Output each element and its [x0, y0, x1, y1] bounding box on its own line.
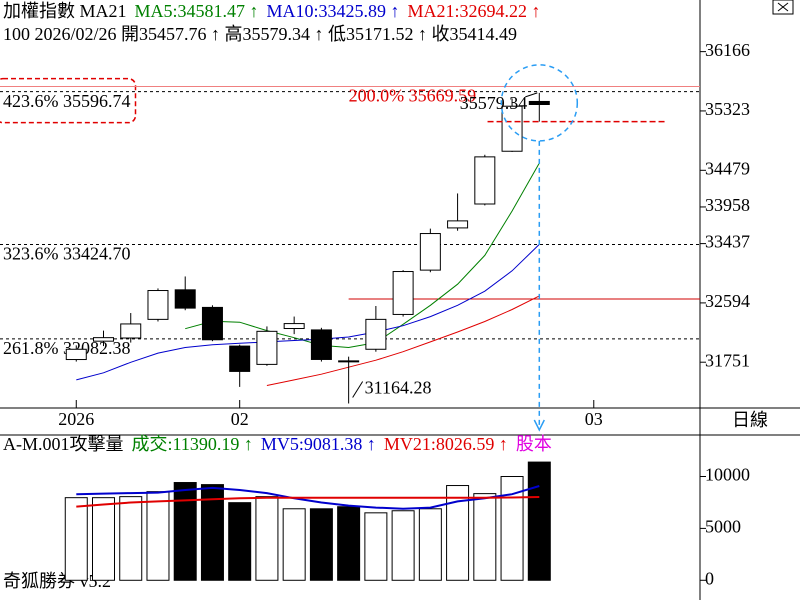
- y-tick-label: 10000: [705, 465, 750, 485]
- legend-entry: A-M.001攻擊量: [3, 434, 124, 454]
- candle-body: [65, 348, 87, 361]
- candle-body: [447, 220, 469, 229]
- level-label: 423.6% 35596.74: [3, 91, 131, 111]
- legend-entry: 股本: [516, 434, 552, 454]
- legend-entry: MV21:8026.59 ↑: [384, 434, 508, 454]
- candle-body: [174, 289, 196, 309]
- volume-bar: [527, 461, 551, 581]
- candle-body: [528, 100, 550, 105]
- legend-entry: MA5:34581.47 ↑: [135, 1, 259, 21]
- candle-body: [392, 271, 414, 315]
- volume-bar: [446, 485, 470, 581]
- y-tick-label: 33437: [705, 232, 750, 252]
- volume-bar: [173, 482, 197, 581]
- y-tick-label: 35323: [705, 99, 750, 119]
- y-tick-label: 34479: [705, 158, 750, 178]
- volume-bar: [500, 476, 524, 581]
- legend-entry: MA10:33425.89 ↑: [267, 1, 400, 21]
- candle-body: [419, 233, 441, 271]
- highlight-arrowhead: [533, 419, 545, 432]
- x-tick-label: 2026: [58, 409, 94, 429]
- pointer-line: [352, 381, 364, 398]
- candle-body: [338, 360, 360, 363]
- legend-entry: 加權指數 MA21: [3, 1, 127, 21]
- volume-bar: [282, 508, 306, 581]
- level-label: 200.0% 35669.59: [349, 86, 477, 106]
- x-tick-label: 02: [231, 409, 249, 429]
- volume-bar: [146, 491, 170, 581]
- volume-bar: [391, 510, 415, 581]
- y-tick-label: 36166: [705, 40, 750, 60]
- ma-line: [266, 295, 540, 386]
- pointer-label: 31164.28: [365, 378, 432, 398]
- candle-body: [474, 156, 496, 205]
- ma-line: [76, 244, 540, 381]
- candle-body: [229, 345, 251, 372]
- level-box: [0, 77, 137, 124]
- y-tick-label: 32594: [705, 291, 750, 311]
- ma-line: [185, 162, 540, 349]
- volume-bar: [92, 497, 116, 581]
- candle-body: [256, 330, 278, 365]
- pointer-label: 35579.34: [460, 93, 528, 113]
- y-tick-label: 31751: [705, 350, 750, 370]
- candle-body: [310, 329, 332, 360]
- mv-line: [76, 485, 540, 510]
- candle-body: [120, 323, 142, 339]
- volume-bar: [337, 506, 361, 581]
- mv-line: [76, 496, 540, 508]
- volume-bar: [119, 496, 143, 581]
- level-label: 323.6% 33424.70: [3, 244, 131, 264]
- candle-body: [93, 337, 115, 342]
- volume-bar: [200, 484, 224, 581]
- period-label: 日線: [732, 410, 768, 430]
- close-icon: [777, 2, 789, 12]
- legend-entry: MV5:9081.38 ↑: [261, 434, 376, 454]
- volume-bar: [228, 502, 252, 581]
- volume-bar: [64, 497, 88, 581]
- legend-entry: MA21:32694.22 ↑: [408, 1, 541, 21]
- legend-entry: 成交:11390.19 ↑: [132, 434, 253, 454]
- highlight-circle: [500, 64, 579, 142]
- y-tick-label: 5000: [705, 517, 741, 537]
- candle-body: [201, 306, 223, 341]
- y-tick-label: 33958: [705, 195, 750, 215]
- y-tick-label: 0: [705, 568, 714, 588]
- info-line: 100 2026/02/26 開35457.76 ↑ 高35579.34 ↑ 低…: [3, 24, 517, 44]
- pointer-line: [525, 92, 538, 98]
- volume-bar: [418, 508, 442, 581]
- volume-bar: [364, 512, 388, 581]
- x-tick-label: 03: [585, 409, 603, 429]
- candle-body: [365, 318, 387, 350]
- level-label: 261.8% 32082.38: [3, 338, 131, 358]
- candle-body: [147, 290, 169, 320]
- volume-bar: [473, 493, 497, 581]
- volume-bar: [309, 508, 333, 581]
- volume-bar: [255, 496, 279, 581]
- candle-body: [283, 323, 305, 330]
